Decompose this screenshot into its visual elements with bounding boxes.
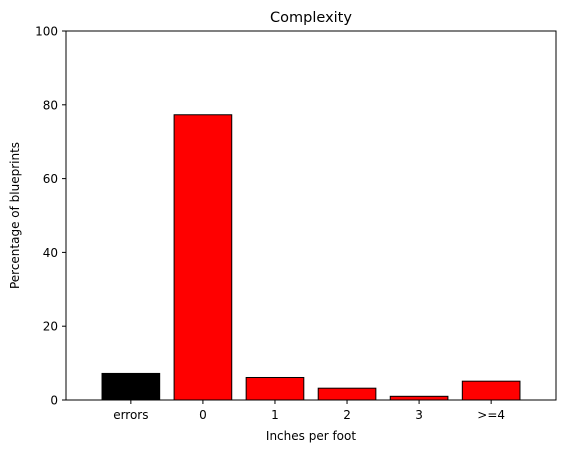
y-tick-label: 40 bbox=[43, 246, 58, 260]
bar-4 bbox=[461, 380, 521, 401]
y-tick-label: 0 bbox=[50, 394, 58, 408]
x-tick-label: 2 bbox=[343, 408, 351, 422]
y-tick-label: 20 bbox=[43, 320, 58, 334]
y-axis: 0 20 40 60 80 100 bbox=[35, 25, 66, 408]
bar-0 bbox=[173, 114, 233, 401]
x-tick-label: 0 bbox=[199, 408, 207, 422]
x-tick-label: errors bbox=[113, 408, 148, 422]
y-tick-label: 100 bbox=[35, 25, 58, 39]
x-tick-label: 3 bbox=[415, 408, 423, 422]
y-tick-label: 80 bbox=[43, 98, 58, 112]
bars-group bbox=[101, 114, 521, 401]
y-axis-label: Percentage of blueprints bbox=[8, 142, 22, 289]
x-tick-label: 1 bbox=[271, 408, 279, 422]
bar-2 bbox=[317, 387, 377, 401]
bar-3 bbox=[389, 395, 449, 401]
y-tick-label: 60 bbox=[43, 172, 58, 186]
bar-errors bbox=[101, 372, 161, 401]
x-axis: errors 0 1 2 3 >=4 bbox=[113, 400, 505, 422]
plot-area-frame bbox=[65, 30, 557, 401]
bar-1 bbox=[245, 376, 305, 401]
x-axis-label: Inches per foot bbox=[266, 429, 356, 443]
x-tick-label: >=4 bbox=[477, 408, 505, 422]
chart-title: Complexity bbox=[270, 10, 352, 26]
